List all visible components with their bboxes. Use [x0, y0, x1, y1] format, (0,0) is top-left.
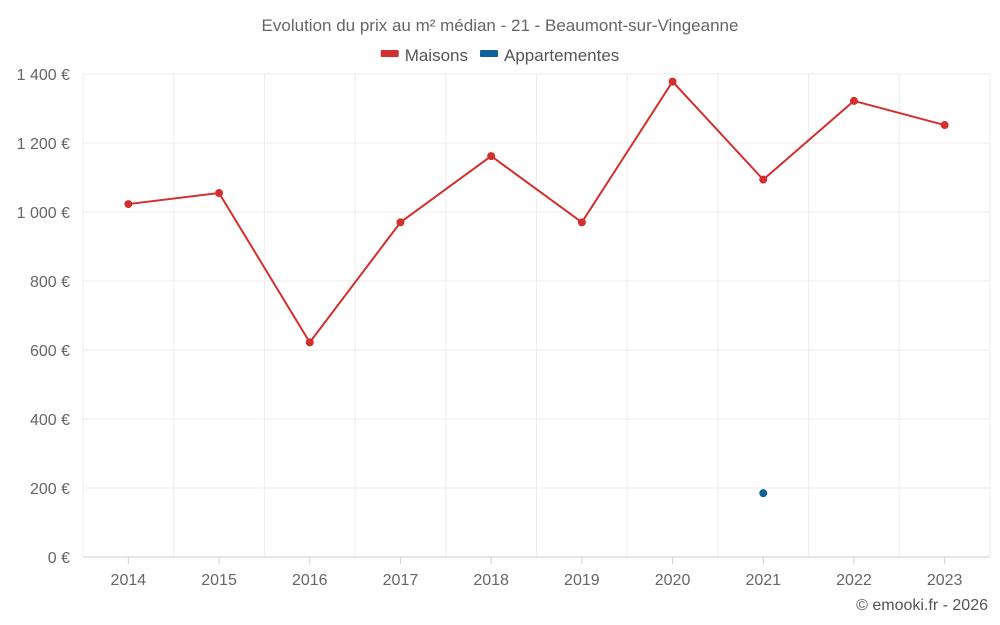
data-point[interactable] [215, 189, 224, 198]
data-point[interactable] [487, 152, 496, 161]
x-tick-label: 2017 [383, 572, 419, 589]
data-point[interactable] [668, 77, 677, 86]
data-point[interactable] [759, 175, 768, 184]
y-tick-label: 1 200 € [17, 136, 70, 153]
x-axis: 2014 2015 2016 2017 2018 2019 2020 2021 2022 2023 [111, 572, 963, 589]
data-point[interactable] [940, 121, 949, 130]
y-tick-label: 1 000 € [17, 205, 70, 222]
series-maisons [124, 77, 949, 347]
data-point[interactable] [577, 218, 586, 227]
x-tick-label: 2014 [111, 572, 147, 589]
x-tick-label: 2021 [745, 572, 781, 589]
x-tick-label: 2015 [201, 572, 237, 589]
y-tick-label: 600 € [30, 343, 70, 360]
y-axis: 0 € 200 € 400 € 600 € 800 € 1 000 € 1 200 € 1 4… [17, 67, 70, 567]
legend-label[interactable]: Maisons [405, 46, 468, 65]
y-tick-label: 1 400 € [17, 67, 70, 84]
x-tick-label: 2018 [473, 572, 509, 589]
series-line [128, 80, 945, 344]
credit-text: © emooki.fr - 2026 [856, 597, 988, 614]
y-tick-label: 800 € [30, 274, 70, 291]
chart-title: Evolution du prix au m² médian - 21 - Be… [262, 16, 739, 35]
data-point[interactable] [759, 489, 768, 498]
grid [82, 73, 991, 564]
y-tick-label: 400 € [30, 412, 70, 429]
plot-area [124, 77, 949, 498]
data-point[interactable] [305, 338, 314, 347]
x-tick-label: 2023 [927, 572, 963, 589]
legend-label[interactable]: Appartementes [504, 46, 619, 65]
legend-swatch [380, 50, 399, 57]
legend-swatch [480, 50, 499, 57]
series-appartementes [759, 489, 768, 498]
x-tick-label: 2022 [836, 572, 872, 589]
data-point[interactable] [849, 96, 858, 105]
data-point[interactable] [124, 200, 133, 209]
x-tick-label: 2020 [655, 572, 691, 589]
y-tick-label: 200 € [30, 481, 70, 498]
y-tick-label: 0 € [48, 550, 70, 567]
legend: Maisons Appartementes [380, 46, 619, 65]
data-point[interactable] [396, 218, 405, 227]
x-tick-label: 2019 [564, 572, 600, 589]
x-tick-label: 2016 [292, 572, 328, 589]
